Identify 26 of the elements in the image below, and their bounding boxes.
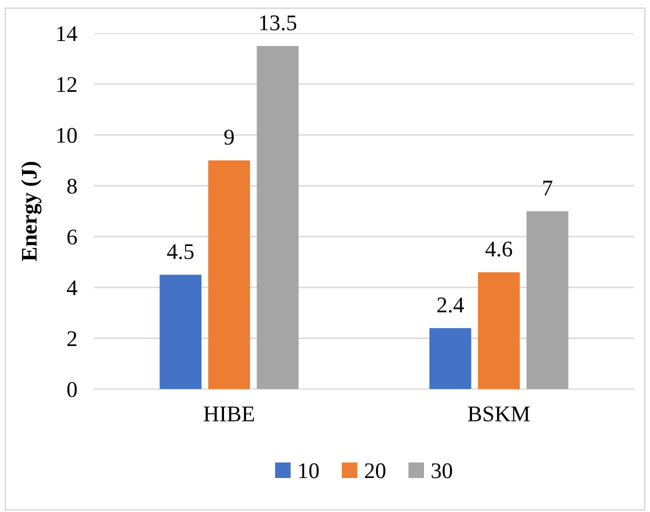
data-label: 7 (543, 180, 552, 196)
data-label: 2.4 (437, 298, 464, 313)
y-tick-label: 10 (57, 128, 77, 143)
y-tick-label: 0 (67, 382, 77, 398)
legend-label: 10 (299, 463, 319, 478)
legend-label: 30 (432, 463, 452, 478)
y-tick-label: 6 (67, 230, 77, 245)
y-tick-label: 12 (57, 77, 76, 92)
legend-label: 20 (364, 463, 386, 478)
bar (526, 211, 568, 390)
bar (429, 328, 472, 390)
y-tick-label: 8 (67, 178, 77, 194)
bar (208, 160, 250, 390)
y-axis-title: Energy (J) (21, 162, 42, 262)
x-tick-label: BSKM (468, 406, 530, 422)
y-tick-label: 4 (66, 280, 78, 296)
bar (256, 46, 299, 390)
data-label: 4.6 (485, 242, 512, 257)
bar (160, 274, 202, 390)
x-tick-label: HIBE (204, 406, 254, 422)
data-label: 9 (224, 130, 234, 145)
bar (478, 272, 520, 390)
data-label: 13.5 (260, 15, 296, 30)
data-label: 4.5 (167, 244, 194, 260)
y-tick-label: 14 (57, 26, 78, 41)
y-tick-label: 2 (67, 331, 76, 346)
